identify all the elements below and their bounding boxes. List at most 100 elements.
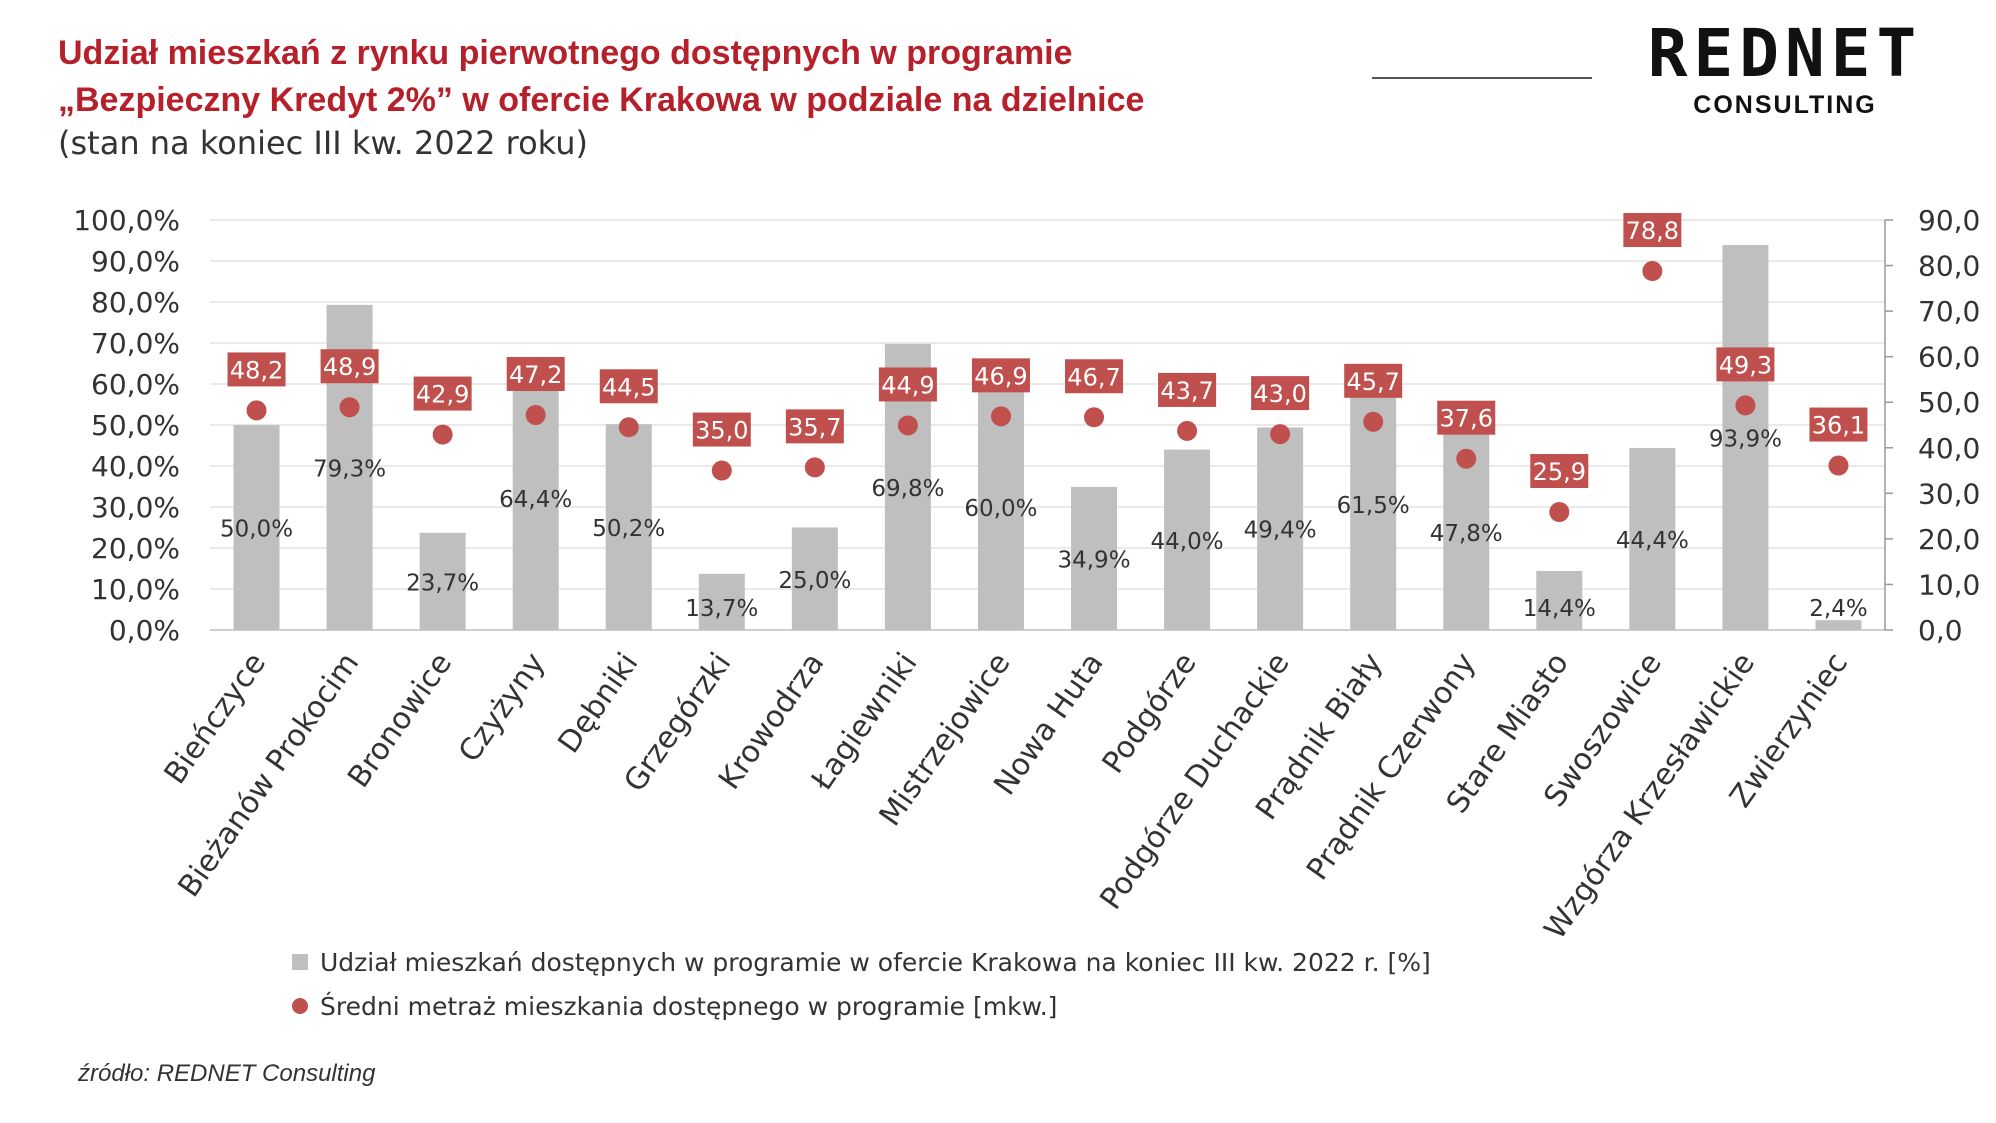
y-right-tick-label: 20,0	[1918, 523, 1980, 556]
bar-data-label: 64,4%	[499, 487, 572, 513]
bar	[1629, 447, 1676, 630]
bar-data-label: 69,8%	[871, 476, 944, 502]
data-point	[1456, 448, 1477, 469]
point-label-box	[1344, 363, 1403, 398]
y-left-tick-label: 20,0%	[91, 532, 180, 565]
source-note: źródło: REDNET Consulting	[78, 1060, 376, 1087]
y-right-tick-label: 50,0	[1918, 386, 1980, 419]
y-left-tick-label: 0,0%	[109, 614, 180, 647]
y-left-tick-label: 100,0%	[73, 204, 180, 237]
point-data-label: 48,9	[323, 353, 376, 381]
bar	[1536, 570, 1583, 630]
legend-bar-swatch	[292, 954, 308, 970]
bar-data-label: 34,9%	[1057, 547, 1130, 573]
point-data-label: 49,3	[1719, 351, 1772, 379]
y-right-tick-label: 70,0	[1918, 295, 1980, 328]
point-label-box	[785, 409, 844, 444]
point-label-box	[1530, 454, 1589, 489]
bar-data-label: 23,7%	[406, 570, 479, 596]
point-data-label: 35,0	[695, 417, 748, 445]
bar	[1815, 620, 1862, 630]
bar-data-label: 44,4%	[1616, 528, 1689, 554]
title-line-2: „Bezpieczny Kredyt 2%” w ofercie Krakowa…	[58, 81, 1145, 119]
y-left-tick-label: 90,0%	[91, 245, 180, 278]
y-right-tick-label: 90,0	[1918, 204, 1980, 237]
data-point	[525, 404, 546, 425]
legend-label-area: Średni metraż mieszkania dostępnego w pr…	[320, 991, 1058, 1021]
bar-data-label: 50,0%	[220, 517, 293, 543]
point-label-box	[1437, 400, 1496, 435]
point-data-label: 25,9	[1533, 458, 1586, 486]
point-label-box	[878, 367, 937, 402]
category-label: Prądnik Czerwony	[1300, 647, 1483, 887]
data-point	[1642, 261, 1663, 282]
bar-data-label: 44,0%	[1151, 529, 1224, 555]
point-label-box	[227, 352, 286, 387]
y-right-tick-label: 30,0	[1918, 477, 1980, 510]
point-label-box	[599, 369, 658, 404]
logo-wordmark: REDNET	[1647, 15, 1923, 92]
y-left-tick-label: 40,0%	[91, 450, 180, 483]
y-left-tick-label: 30,0%	[91, 491, 180, 524]
point-data-label: 43,7	[1160, 377, 1213, 405]
point-data-label: 46,7	[1067, 363, 1120, 391]
bar-data-label: 2,4%	[1809, 596, 1867, 622]
data-point	[990, 406, 1011, 427]
point-label-box	[1251, 376, 1310, 411]
bar	[698, 573, 745, 630]
point-data-label: 47,2	[509, 361, 562, 389]
legend-label-share: Udział mieszkań dostępnych w programie w…	[320, 947, 1431, 977]
bar	[791, 527, 838, 630]
y-left-tick-label: 70,0%	[91, 327, 180, 360]
point-label-box	[1065, 359, 1124, 394]
y-left-tick-label: 60,0%	[91, 368, 180, 401]
point-data-label: 45,7	[1346, 368, 1399, 396]
bar	[1257, 427, 1304, 630]
category-label: Czyżyny	[452, 647, 552, 769]
logo-subtext: CONSULTING	[1693, 91, 1877, 119]
point-label-box	[692, 412, 751, 447]
bar-data-label: 60,0%	[964, 496, 1037, 522]
data-point	[432, 424, 453, 445]
data-point	[1363, 411, 1384, 432]
bar-data-label: 25,0%	[778, 568, 851, 594]
y-right-tick-label: 80,0	[1918, 250, 1980, 283]
header-divider	[1372, 77, 1592, 79]
y-right-tick-label: 10,0	[1918, 568, 1980, 601]
data-point	[804, 457, 825, 478]
bar-data-label: 49,4%	[1244, 518, 1317, 544]
point-data-label: 36,1	[1812, 412, 1865, 440]
bar-data-label: 79,3%	[313, 456, 386, 482]
bar-data-label: 93,9%	[1709, 427, 1782, 453]
data-point	[246, 400, 267, 421]
data-point	[1177, 420, 1198, 441]
data-point	[618, 417, 639, 438]
y-right-tick-label: 0,0	[1918, 614, 1963, 647]
bar-data-label: 47,8%	[1430, 521, 1503, 547]
category-label: Bieżanów Prokocim	[172, 647, 367, 904]
data-point	[897, 415, 918, 436]
point-label-box	[1716, 347, 1775, 382]
bar-data-label: 61,5%	[1337, 493, 1410, 519]
point-label-box	[506, 356, 565, 391]
category-label: Dębniki	[551, 647, 645, 760]
point-label-box	[1623, 213, 1682, 248]
point-data-label: 48,2	[230, 356, 283, 384]
bar-data-label: 14,4%	[1523, 596, 1596, 622]
data-point	[1270, 424, 1291, 445]
y-left-tick-label: 10,0%	[91, 573, 180, 606]
point-label-box	[1158, 372, 1217, 407]
point-label-box	[320, 349, 379, 384]
rednet-logo: REDNET CONSULTING	[1615, 18, 1955, 128]
data-point	[1828, 455, 1849, 476]
y-right-tick-label: 40,0	[1918, 432, 1980, 465]
data-point	[1735, 395, 1756, 416]
point-data-label: 44,9	[881, 371, 934, 399]
bar	[605, 424, 652, 630]
point-data-label: 46,9	[974, 362, 1027, 390]
legend-item-share: Udział mieszkań dostępnych w programie w…	[292, 940, 1431, 984]
point-data-label: 42,9	[416, 381, 469, 409]
chart-legend: Udział mieszkań dostępnych w programie w…	[292, 940, 1431, 1028]
point-label-box	[413, 376, 472, 411]
